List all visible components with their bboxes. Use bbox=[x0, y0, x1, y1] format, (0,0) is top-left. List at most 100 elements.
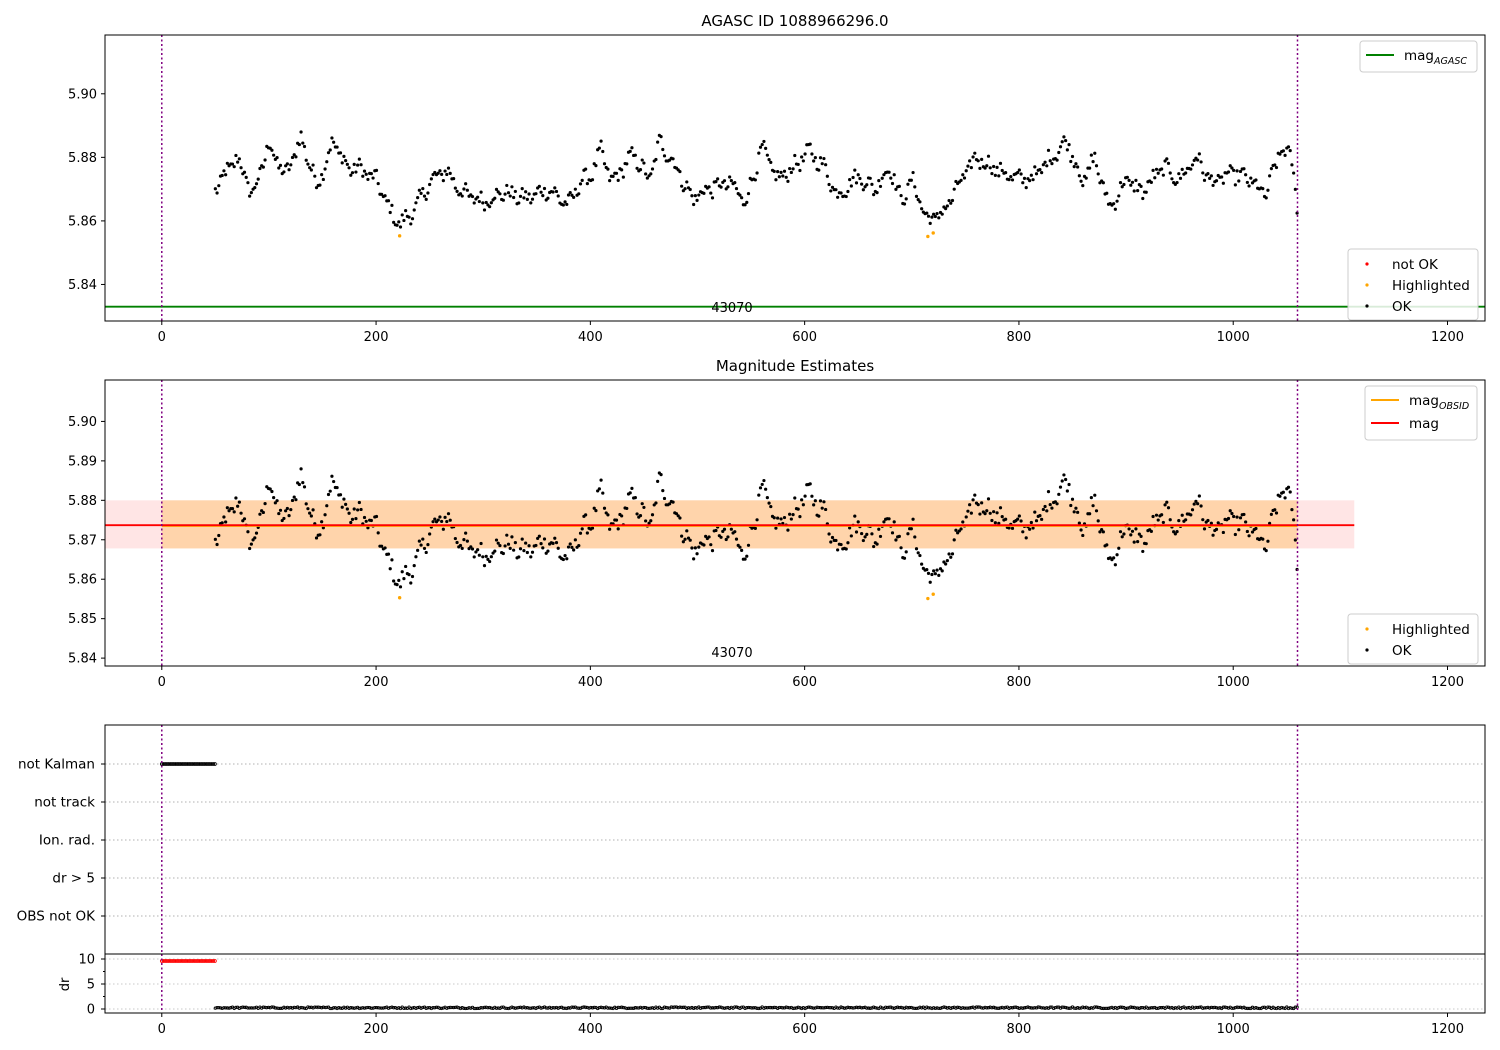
data-point-ok bbox=[1076, 165, 1080, 169]
data-point-ok bbox=[913, 535, 917, 539]
data-point-ok bbox=[788, 512, 792, 516]
x-tick-label: 1000 bbox=[1217, 330, 1250, 345]
data-point-ok bbox=[714, 180, 718, 184]
dr-point bbox=[1022, 1006, 1027, 1010]
data-point-ok bbox=[758, 486, 763, 490]
data-point-ok bbox=[803, 152, 807, 156]
data-point-ok bbox=[954, 528, 958, 532]
data-point-ok bbox=[395, 583, 399, 587]
data-point-ok bbox=[950, 552, 955, 556]
y-tick-label: 5.84 bbox=[68, 278, 97, 293]
data-point-ok bbox=[1057, 492, 1061, 496]
data-point-ok bbox=[878, 534, 883, 539]
dr-point bbox=[861, 1005, 866, 1010]
data-point-ok bbox=[986, 497, 991, 501]
data-point-ok bbox=[1154, 167, 1159, 171]
data-point-ok bbox=[553, 536, 557, 540]
data-point-ok bbox=[565, 557, 569, 561]
dr-point bbox=[986, 1006, 991, 1010]
dr-point bbox=[549, 1006, 554, 1010]
dr-point bbox=[472, 1006, 476, 1011]
data-point-ok bbox=[1060, 479, 1064, 483]
data-point-ok bbox=[249, 542, 253, 546]
dr-point bbox=[239, 1005, 243, 1010]
dr-point-flagged bbox=[178, 959, 183, 963]
data-point-ok bbox=[690, 546, 694, 550]
data-point-ok bbox=[1081, 533, 1085, 538]
data-point-ok bbox=[983, 166, 987, 170]
data-point-ok bbox=[1290, 508, 1294, 512]
data-point-ok bbox=[554, 189, 559, 194]
dr-point bbox=[566, 1006, 571, 1010]
data-point-ok bbox=[662, 496, 667, 501]
data-point-ok bbox=[762, 139, 766, 144]
data-point-ok bbox=[1101, 530, 1105, 534]
data-point-ok bbox=[225, 161, 229, 165]
data-point-ok bbox=[554, 541, 559, 545]
dr-point-flagged bbox=[170, 959, 174, 963]
dr-point bbox=[506, 1006, 511, 1011]
data-point-ok bbox=[224, 520, 228, 524]
data-point-ok bbox=[964, 515, 968, 519]
data-point-ok bbox=[308, 511, 312, 515]
data-point-ok bbox=[1117, 194, 1121, 198]
data-point-ok bbox=[510, 185, 514, 189]
data-point-ok bbox=[261, 165, 265, 169]
dr-point bbox=[1231, 1006, 1236, 1010]
data-point-ok bbox=[344, 502, 348, 506]
dr-point bbox=[1147, 1006, 1152, 1010]
data-point-ok bbox=[722, 527, 727, 531]
data-point-ok bbox=[1202, 527, 1207, 531]
dr-point bbox=[1290, 1006, 1294, 1010]
data-point-ok bbox=[1112, 556, 1116, 560]
x-tick-label: 800 bbox=[1007, 675, 1032, 690]
dr-point bbox=[369, 1006, 374, 1010]
data-point-ok bbox=[1170, 177, 1174, 181]
data-point-ok bbox=[906, 182, 910, 186]
data-point-ok bbox=[1079, 528, 1083, 532]
data-point-ok bbox=[926, 571, 931, 575]
data-point-highlighted bbox=[931, 231, 935, 235]
data-point-ok bbox=[371, 176, 375, 180]
dr-point bbox=[818, 1006, 823, 1010]
data-point-ok bbox=[455, 189, 459, 193]
dr-point-flagged bbox=[190, 959, 195, 963]
data-point-ok bbox=[998, 506, 1003, 510]
dr-point bbox=[647, 1006, 651, 1011]
dr-point bbox=[955, 1005, 960, 1009]
dr-point bbox=[722, 1006, 727, 1010]
data-point-ok bbox=[1250, 530, 1255, 534]
dr-point bbox=[494, 1006, 499, 1010]
data-point-ok bbox=[904, 550, 908, 554]
data-point-ok bbox=[1264, 549, 1268, 553]
data-point-ok bbox=[906, 532, 910, 536]
data-point-ok bbox=[362, 515, 367, 520]
dr-point bbox=[1106, 1006, 1111, 1010]
data-point-ok bbox=[458, 543, 463, 548]
data-point-ok bbox=[625, 506, 629, 511]
data-point-ok bbox=[1172, 530, 1176, 534]
data-point-ok bbox=[916, 551, 920, 555]
data-point-ok bbox=[536, 536, 540, 541]
dr-point bbox=[544, 1006, 548, 1010]
dr-point bbox=[990, 1006, 994, 1010]
data-point-ok bbox=[510, 535, 514, 539]
data-point-ok bbox=[1283, 496, 1287, 500]
data-point-ok bbox=[342, 154, 346, 158]
data-point-ok bbox=[1132, 189, 1136, 193]
flag-category-label: dr > 5 bbox=[52, 871, 95, 887]
data-point-ok bbox=[1177, 518, 1181, 523]
dr-point bbox=[859, 1006, 864, 1010]
data-point-ok bbox=[1163, 159, 1167, 163]
data-point-ok bbox=[1058, 485, 1063, 489]
data-point-ok bbox=[386, 552, 391, 556]
x-tick-label: 200 bbox=[364, 675, 389, 690]
data-point-ok bbox=[410, 217, 415, 221]
data-point-ok bbox=[801, 503, 805, 507]
data-point-ok bbox=[525, 197, 529, 201]
x-tick-label: 800 bbox=[1007, 1022, 1032, 1037]
dr-point bbox=[849, 1005, 854, 1010]
data-point-ok bbox=[354, 516, 358, 521]
dr-point bbox=[679, 1005, 684, 1010]
